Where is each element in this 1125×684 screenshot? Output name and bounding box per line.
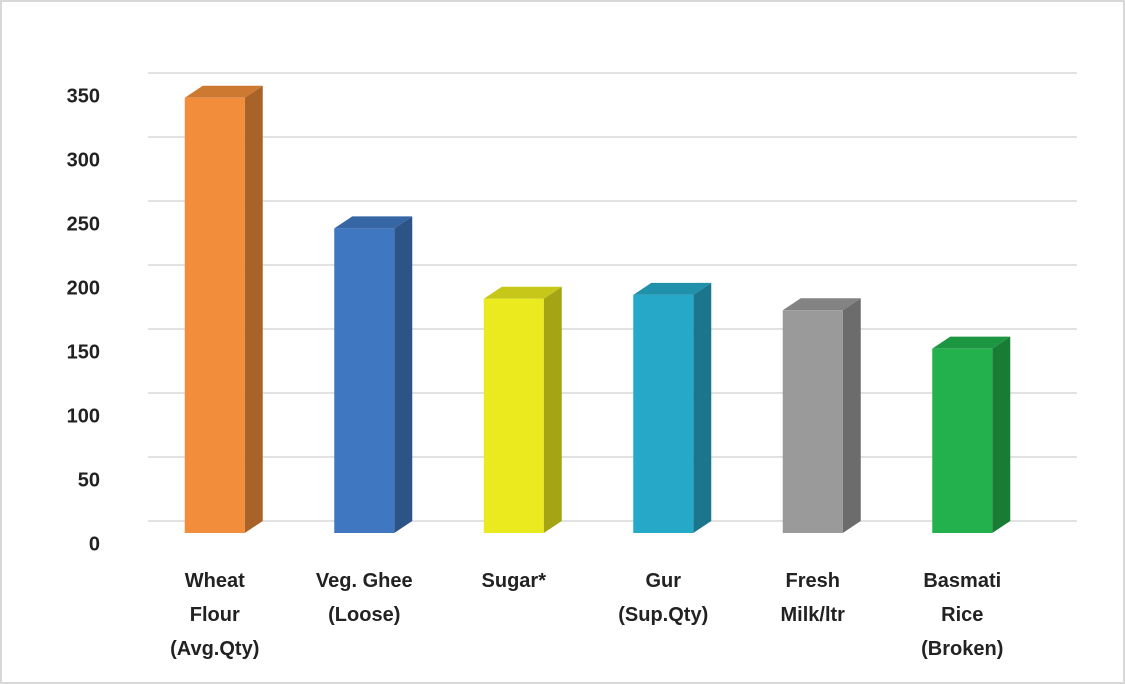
bar-top — [782, 298, 861, 311]
x-tick-label: Veg. Ghee (Loose) — [316, 570, 413, 626]
x-tick-label: Fresh Milk/ltr — [781, 570, 846, 626]
x-tick-label-line: Veg. Ghee — [316, 570, 413, 592]
x-tick-label-line: Milk/ltr — [781, 604, 846, 626]
x-tick-label: Basmati Rice (Broken) — [921, 570, 1003, 660]
x-tick-label: Wheat Flour (Avg.Qty) — [170, 570, 259, 660]
x-tick-label: Sugar* — [482, 570, 547, 592]
bar-side — [394, 216, 413, 534]
bar-top — [483, 286, 562, 299]
bar-top — [334, 216, 413, 229]
y-tick-label: 150 — [67, 341, 100, 363]
x-tick-label-line: Flour — [190, 604, 240, 626]
bar — [483, 298, 544, 533]
x-tick-label-line: Sugar* — [482, 570, 547, 592]
x-tick-label-line: (Sup.Qty) — [618, 604, 708, 626]
y-tick-label: 300 — [67, 149, 100, 171]
bar-side — [842, 298, 861, 533]
bar-side — [244, 85, 263, 534]
x-tick-label-line: Rice — [941, 604, 983, 626]
bar-top — [932, 336, 1011, 349]
x-tick-label-line: Gur — [645, 570, 681, 592]
y-tick-label: 250 — [67, 213, 100, 235]
bar — [184, 97, 245, 534]
y-tick-label: 350 — [67, 85, 100, 107]
x-tick-label-line: Fresh — [786, 570, 840, 592]
y-tick-label: 0 — [89, 533, 100, 555]
bar — [633, 294, 694, 533]
y-tick-label: 50 — [78, 469, 100, 491]
y-tick-label: 200 — [67, 277, 100, 299]
bar-side — [543, 286, 562, 533]
bar — [334, 228, 395, 534]
bar-top — [633, 282, 712, 295]
bar — [782, 310, 843, 533]
x-tick-label-line: (Broken) — [921, 638, 1003, 660]
x-tick-label-line: (Avg.Qty) — [170, 638, 259, 660]
bar — [932, 348, 993, 533]
x-tick-label-line: (Loose) — [328, 604, 400, 626]
bar-side — [693, 282, 712, 533]
bar-top — [184, 85, 263, 98]
x-tick-label: Gur (Sup.Qty) — [618, 570, 708, 626]
x-tick-label-line: Basmati — [923, 570, 1001, 592]
y-tick-label: 100 — [67, 405, 100, 427]
x-tick-label-line: Wheat — [185, 570, 245, 592]
bar-side — [992, 336, 1011, 533]
